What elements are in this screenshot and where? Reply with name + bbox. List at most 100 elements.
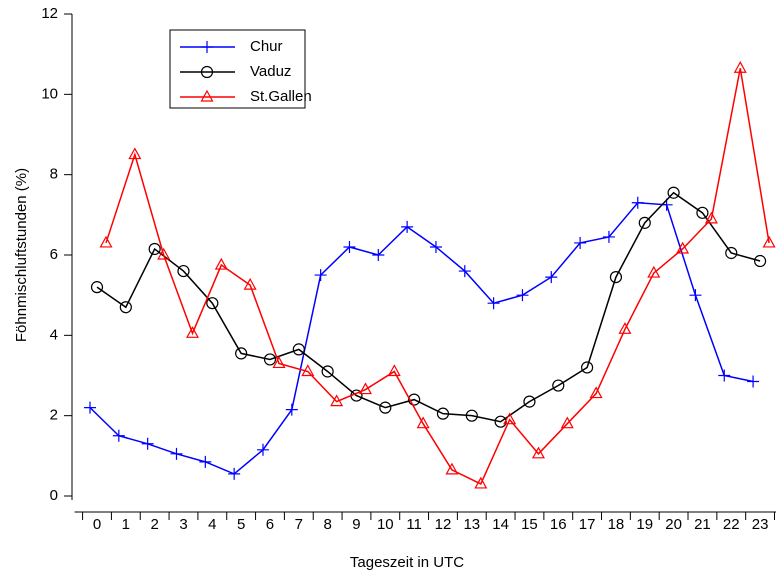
marker	[201, 41, 213, 53]
x-tick-label: 13	[463, 516, 480, 533]
x-tick-label: 17	[579, 516, 596, 533]
y-tick-label: 0	[50, 487, 58, 504]
legend-label: Vaduz	[250, 63, 291, 80]
marker	[314, 269, 327, 282]
x-tick-label: 16	[550, 516, 567, 533]
marker	[725, 246, 738, 260]
x-tick-label: 11	[406, 516, 422, 533]
marker	[235, 347, 248, 360]
x-tick-label: 21	[694, 516, 711, 533]
y-tick-label: 6	[50, 246, 58, 263]
y-tick-label: 10	[41, 85, 58, 102]
marker	[436, 407, 450, 420]
marker	[581, 361, 594, 374]
marker	[696, 206, 709, 219]
marker	[199, 455, 212, 468]
legend-box	[169, 29, 306, 109]
marker	[676, 241, 690, 254]
marker	[177, 264, 190, 278]
marker	[321, 365, 334, 378]
x-tick-label: 3	[179, 516, 187, 533]
marker	[631, 196, 644, 209]
marker	[90, 281, 104, 294]
marker	[408, 393, 421, 406]
x-tick-label: 18	[608, 516, 625, 533]
series-line	[89, 202, 754, 475]
marker	[602, 230, 615, 243]
marker	[200, 89, 214, 102]
marker	[704, 211, 718, 224]
marker	[256, 443, 269, 456]
y-tick-label: 8	[50, 166, 58, 183]
x-tick-label: 10	[377, 516, 394, 533]
marker	[618, 322, 632, 334]
marker	[445, 462, 459, 475]
marker	[733, 60, 747, 73]
legend-label: St.Gallen	[250, 88, 312, 105]
x-tick-label: 22	[723, 516, 740, 533]
x-tick-label: 6	[266, 516, 274, 533]
marker	[243, 277, 257, 290]
marker	[638, 216, 651, 229]
x-tick-label: 8	[323, 516, 331, 533]
legend-label: Chur	[250, 38, 283, 55]
marker	[401, 220, 414, 233]
x-tick-label: 12	[435, 516, 452, 533]
marker	[552, 379, 565, 392]
x-tick-label: 4	[208, 516, 216, 533]
marker	[263, 353, 277, 366]
series-line	[96, 191, 761, 423]
marker	[762, 235, 776, 248]
marker	[141, 437, 154, 450]
marker	[667, 186, 680, 199]
marker	[228, 467, 241, 480]
marker	[99, 235, 113, 248]
marker	[545, 271, 558, 284]
x-tick-label: 2	[150, 516, 158, 533]
marker	[494, 415, 507, 428]
marker	[516, 289, 529, 302]
x-tick-label: 5	[237, 516, 245, 533]
y-tick-label: 12	[41, 5, 58, 22]
marker	[465, 409, 478, 422]
x-tick-label: 15	[521, 516, 538, 533]
marker	[292, 343, 305, 356]
marker	[379, 401, 392, 414]
marker	[753, 254, 767, 268]
marker	[301, 364, 315, 377]
marker	[330, 394, 344, 407]
series-line	[105, 68, 770, 485]
marker	[148, 242, 161, 256]
marker	[503, 412, 517, 425]
marker	[185, 326, 200, 338]
marker	[200, 65, 214, 79]
marker	[474, 476, 488, 489]
marker	[416, 416, 430, 429]
marker	[387, 364, 401, 377]
x-tick-label: 19	[636, 516, 653, 533]
marker	[170, 447, 183, 460]
y-tick-label: 2	[50, 407, 58, 424]
marker	[429, 240, 442, 253]
marker	[372, 249, 385, 261]
x-tick-label: 9	[352, 516, 360, 533]
marker	[119, 301, 132, 314]
x-axis-title: Tageszeit in UTC	[350, 554, 464, 571]
marker	[647, 265, 661, 278]
marker	[458, 265, 471, 278]
x-tick-label: 1	[122, 516, 130, 533]
marker	[285, 403, 298, 416]
marker	[128, 147, 142, 160]
marker	[206, 297, 219, 310]
x-tick-label: 0	[93, 516, 101, 533]
y-tick-label: 4	[50, 326, 58, 343]
marker	[574, 236, 587, 249]
marker	[560, 416, 574, 429]
marker	[689, 289, 702, 302]
x-tick-label: 7	[295, 516, 303, 533]
marker	[112, 429, 125, 442]
marker	[84, 401, 96, 414]
marker	[589, 386, 603, 399]
marker	[358, 382, 372, 395]
